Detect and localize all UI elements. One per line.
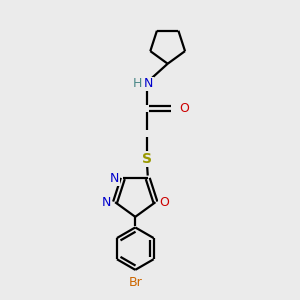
Text: H: H <box>133 77 142 90</box>
Text: Br: Br <box>128 276 142 289</box>
Text: O: O <box>159 196 169 209</box>
Text: N: N <box>144 77 153 90</box>
Text: N: N <box>102 196 112 209</box>
Text: S: S <box>142 152 152 166</box>
Text: N: N <box>110 172 119 185</box>
Text: O: O <box>179 102 189 115</box>
